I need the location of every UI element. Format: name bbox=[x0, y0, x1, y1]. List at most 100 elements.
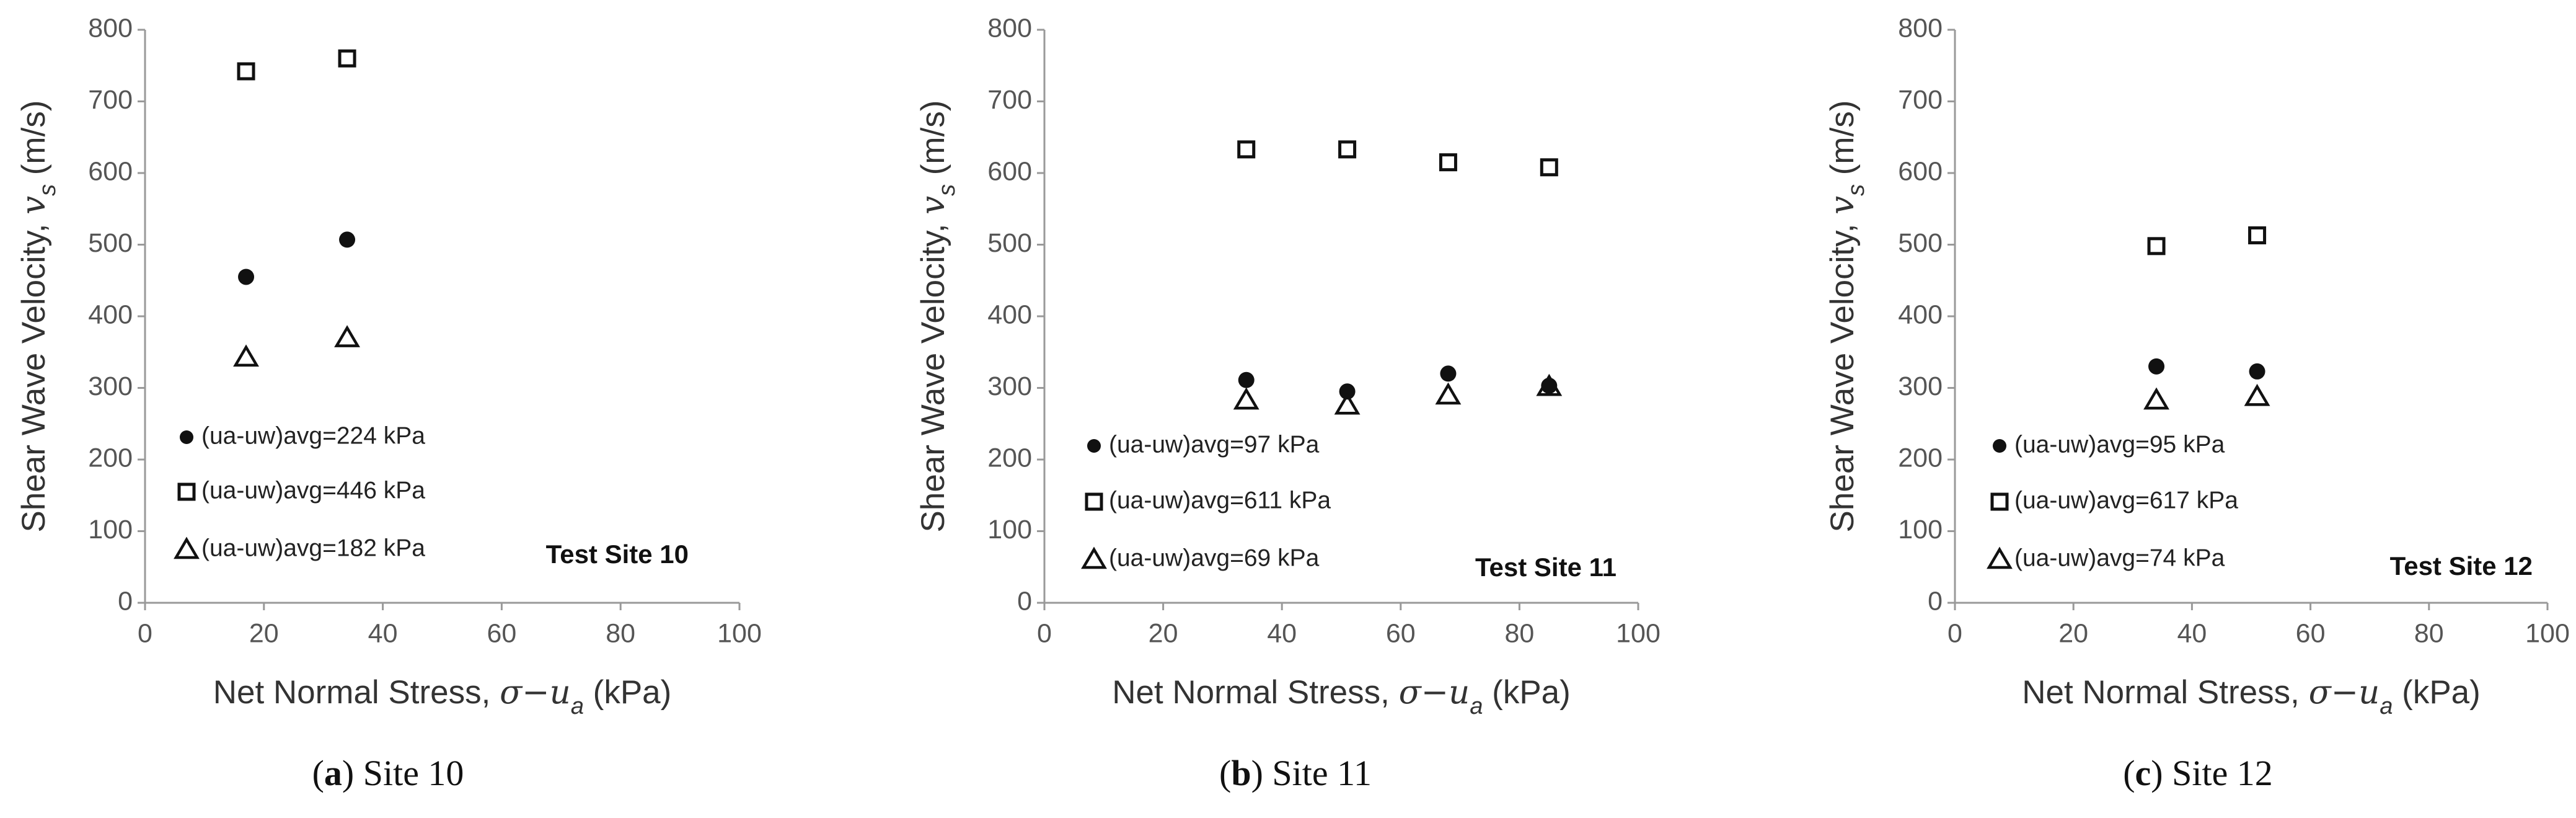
y-tick-label: 300 bbox=[1898, 371, 1943, 401]
x-tick-label: 40 bbox=[368, 618, 398, 648]
chart-panel: 0 100 200 300 400 500 600 700 800 0 20 40 60 80 100 Net… bbox=[1824, 13, 2570, 793]
axis-label-subscript: s bbox=[934, 184, 960, 196]
y-tick-label: 800 bbox=[987, 13, 1032, 43]
annotation: Test Site 11 bbox=[1475, 553, 1617, 582]
data-point bbox=[1439, 153, 1457, 172]
axis-label: Net Normal Stress, σ−ua (kPa) bbox=[1112, 674, 1571, 720]
axis-label-text: Shear Wave Velocity, bbox=[1824, 215, 1861, 533]
y-tick-label: 600 bbox=[987, 156, 1032, 186]
y-tick-label: 100 bbox=[987, 515, 1032, 545]
legend-label: (ua-uw)avg=611 kPa bbox=[1109, 487, 1331, 513]
axis-label: Net Normal Stress, σ−ua (kPa) bbox=[2022, 674, 2481, 720]
y-tick-label: 200 bbox=[88, 443, 133, 473]
legend-label: (ua-uw)avg=69 kPa bbox=[1109, 545, 1320, 571]
data-point bbox=[1536, 373, 1563, 396]
data-point bbox=[1334, 392, 1361, 415]
y-tick-label: 500 bbox=[88, 228, 133, 258]
caption-prefix: ( bbox=[2123, 753, 2135, 793]
legend-marker bbox=[180, 430, 193, 444]
x-tick-label: 0 bbox=[1947, 618, 1962, 648]
axis-label-unit: (m/s) bbox=[915, 100, 951, 184]
legend-marker bbox=[1081, 546, 1107, 569]
caption-text: ) Site 11 bbox=[1251, 753, 1372, 793]
x-tick-label: 80 bbox=[2414, 618, 2444, 648]
data-point bbox=[1435, 382, 1462, 405]
data-point bbox=[1338, 140, 1357, 159]
axis-label-variable: σ−u bbox=[1399, 674, 1470, 711]
y-tick-label: 700 bbox=[88, 85, 133, 115]
x-tick-label: 0 bbox=[1037, 618, 1052, 648]
x-tick-label: 60 bbox=[1386, 618, 1416, 648]
caption-prefix: ( bbox=[312, 753, 324, 793]
y-tick-label: 600 bbox=[1898, 156, 1943, 186]
data-point bbox=[334, 325, 360, 347]
legend-marker bbox=[1993, 439, 2006, 453]
y-tick-label: 0 bbox=[1017, 586, 1032, 616]
legend-marker bbox=[1987, 546, 2013, 569]
axis-label: Shear Wave Velocity, vs (m/s) bbox=[1824, 100, 1870, 533]
axis-label-unit: (kPa) bbox=[2393, 674, 2480, 711]
legend-label: (ua-uw)avg=97 kPa bbox=[1109, 431, 1320, 458]
legend-label: (ua-uw)avg=446 kPa bbox=[201, 477, 425, 504]
axis-label-variable: v bbox=[914, 196, 952, 215]
x-tick-label: 80 bbox=[606, 618, 635, 648]
data-point bbox=[2143, 387, 2169, 410]
legend-label: (ua-uw)avg=95 kPa bbox=[2014, 431, 2225, 458]
legend-label: (ua-uw)avg=224 kPa bbox=[201, 422, 425, 449]
caption-letter: c bbox=[2135, 753, 2151, 793]
axis-label-subscript: a bbox=[1470, 693, 1483, 719]
legend-marker bbox=[174, 536, 200, 559]
data-point bbox=[238, 269, 255, 285]
x-tick-label: 100 bbox=[717, 618, 762, 648]
caption: (b) Site 11 bbox=[1219, 753, 1372, 793]
legend-label: (ua-uw)avg=74 kPa bbox=[2014, 545, 2225, 571]
axis-label-subscript: a bbox=[571, 693, 584, 719]
axis-label-subscript: s bbox=[1843, 184, 1869, 196]
data-point bbox=[2148, 358, 2165, 375]
annotation: Test Site 12 bbox=[2390, 551, 2533, 580]
data-point bbox=[1238, 371, 1255, 388]
data-point bbox=[2249, 363, 2265, 380]
x-tick-label: 20 bbox=[249, 618, 279, 648]
axis-label-subscript: s bbox=[35, 184, 61, 196]
data-point bbox=[338, 49, 356, 68]
axis-label-unit: (m/s) bbox=[1824, 100, 1861, 184]
data-point bbox=[1233, 387, 1259, 410]
legend-label: (ua-uw)avg=182 kPa bbox=[201, 535, 425, 561]
axis-label-text: Net Normal Stress, bbox=[1112, 674, 1398, 711]
legend-marker bbox=[1087, 439, 1101, 453]
x-tick-label: 60 bbox=[2296, 618, 2326, 648]
y-tick-label: 800 bbox=[1898, 13, 1943, 43]
x-tick-label: 100 bbox=[1616, 618, 1661, 648]
data-point bbox=[2147, 237, 2166, 256]
y-tick-label: 700 bbox=[1898, 85, 1943, 115]
data-point bbox=[1339, 383, 1356, 400]
data-point bbox=[1440, 365, 1457, 382]
y-tick-label: 500 bbox=[987, 228, 1032, 258]
axis-label-text: Net Normal Stress, bbox=[213, 674, 500, 711]
axis-label-unit: (kPa) bbox=[1483, 674, 1570, 711]
legend-label: (ua-uw)avg=617 kPa bbox=[2014, 487, 2238, 513]
y-tick-label: 0 bbox=[1928, 586, 1943, 616]
axis-label-variable: σ−u bbox=[2309, 674, 2380, 711]
data-point bbox=[2244, 383, 2270, 406]
x-tick-label: 60 bbox=[487, 618, 516, 648]
caption-letter: b bbox=[1231, 753, 1251, 793]
x-tick-label: 80 bbox=[1504, 618, 1534, 648]
x-tick-label: 20 bbox=[2058, 618, 2088, 648]
axis-label: Net Normal Stress, σ−ua (kPa) bbox=[213, 674, 672, 720]
annotation: Test Site 10 bbox=[546, 540, 689, 569]
chart-panel: 0 100 200 300 400 500 600 700 800 0 20 40 60 80 100 Net… bbox=[15, 13, 762, 793]
x-tick-label: 20 bbox=[1149, 618, 1178, 648]
axis-label-text: Net Normal Stress, bbox=[2022, 674, 2308, 711]
data-point bbox=[233, 344, 259, 367]
axis-label-variable: v bbox=[1824, 196, 1861, 215]
axis-label-subscript: a bbox=[2380, 693, 2393, 719]
y-tick-label: 400 bbox=[1898, 300, 1943, 329]
y-tick-label: 300 bbox=[88, 371, 133, 401]
axis-label: Shear Wave Velocity, vs (m/s) bbox=[914, 100, 961, 533]
data-point bbox=[1540, 158, 1558, 177]
axis-label: Shear Wave Velocity, vs (m/s) bbox=[15, 100, 61, 533]
axis-label-variable: v bbox=[15, 196, 53, 215]
